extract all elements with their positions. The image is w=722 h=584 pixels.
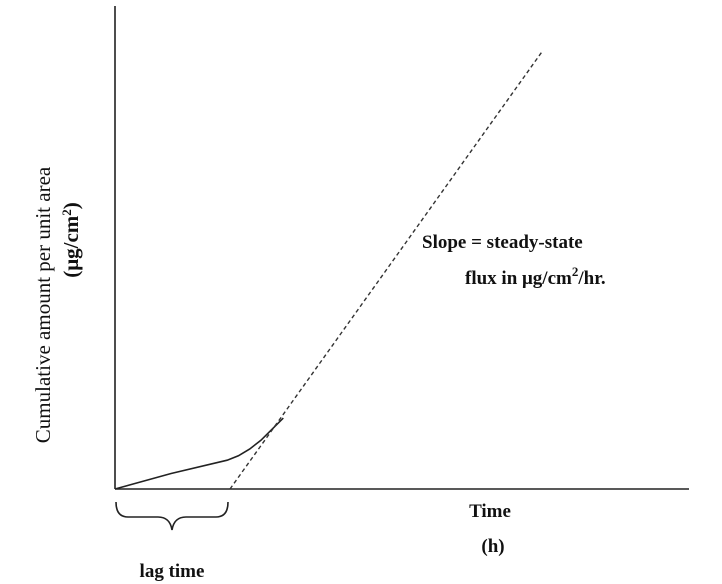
steady-state-tangent-line	[229, 52, 542, 490]
x-axis-label: Time	[469, 501, 511, 522]
slope-annotation-line1: Slope = steady-state	[422, 232, 583, 253]
cumulative-amount-curve	[114, 417, 284, 490]
series-layer	[114, 52, 542, 490]
slope-annotation-line2: flux in μg/cm2/hr.	[465, 264, 606, 289]
y-axis-unit-label: (μg/cm2)	[59, 202, 83, 278]
lag-time-label: lag time	[140, 561, 205, 582]
y-axis-label: Cumulative amount per unit area	[31, 166, 55, 443]
x-axis-unit-label: (h)	[481, 536, 504, 557]
lag-time-brace	[115, 501, 229, 531]
